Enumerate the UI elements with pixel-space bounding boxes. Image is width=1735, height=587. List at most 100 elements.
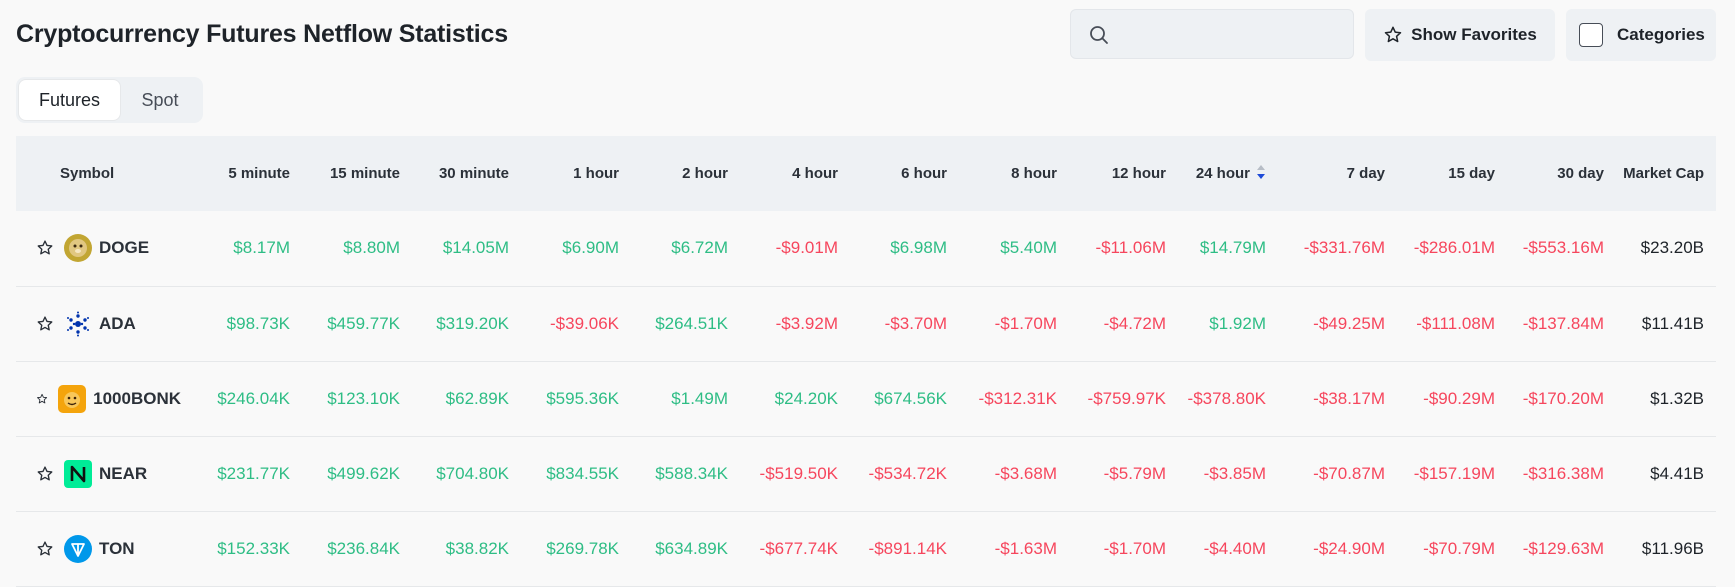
- netflow-value: $6.72M: [671, 238, 728, 258]
- search-input[interactable]: [1070, 9, 1354, 59]
- symbol-cell: TON: [16, 511, 181, 586]
- column-header-1h[interactable]: 1 hour: [573, 165, 619, 182]
- netflow-value: -$1.70M: [1103, 538, 1166, 558]
- netflow-value: $14.79M: [1199, 238, 1266, 258]
- netflow-value: $319.20K: [436, 313, 509, 333]
- column-header-2h[interactable]: 2 hour: [682, 165, 728, 182]
- netflow-value: -$891.14K: [868, 538, 947, 558]
- netflow-value: $236.84K: [327, 538, 400, 558]
- netflow-value: -$312.31K: [978, 388, 1057, 408]
- netflow-value: $588.34K: [655, 463, 728, 483]
- netflow-value: $14.05M: [442, 238, 509, 258]
- show-favorites-label: Show Favorites: [1411, 25, 1537, 44]
- netflow-value: -$3.70M: [884, 313, 947, 333]
- show-favorites-button[interactable]: Show Favorites: [1365, 9, 1555, 61]
- netflow-value: -$111.08M: [1416, 313, 1495, 333]
- netflow-value: $6.90M: [562, 238, 619, 258]
- column-header-30m[interactable]: 30 minute: [438, 165, 509, 182]
- tab-futures[interactable]: Futures: [19, 80, 120, 120]
- netflow-value: $24.20K: [774, 388, 838, 408]
- netflow-value: -$378.80K: [1187, 388, 1266, 408]
- netflow-value: $8.80M: [343, 238, 400, 258]
- favorite-star-icon[interactable]: [36, 239, 54, 257]
- categories-button[interactable]: Categories: [1566, 9, 1716, 61]
- table-row[interactable]: 1000BONK $246.04K $123.10K $62.89K $595.36K $…: [16, 361, 1716, 436]
- netflow-value: -$1.63M: [994, 538, 1057, 558]
- table-header: Symbol 5 minute 15 minute 30 minute 1 ho…: [16, 136, 1716, 211]
- favorite-star-icon[interactable]: [36, 540, 54, 558]
- netflow-value: $634.89K: [655, 538, 728, 558]
- table-row[interactable]: TON $152.33K $236.84K $38.82K $269.78K $634.8…: [16, 511, 1716, 586]
- netflow-value: $98.73K: [226, 313, 290, 333]
- symbol-name[interactable]: NEAR: [99, 463, 148, 483]
- symbol-cell: 1000BONK: [16, 361, 181, 436]
- netflow-value: -$316.38M: [1522, 463, 1604, 483]
- doge-icon: [64, 234, 92, 263]
- netflow-value: -$49.25M: [1313, 313, 1385, 333]
- netflow-value: -$5.79M: [1103, 463, 1166, 483]
- netflow-value: $231.77K: [217, 463, 290, 483]
- netflow-value: -$157.19M: [1413, 463, 1495, 483]
- netflow-value: $6.98M: [890, 238, 947, 258]
- column-header-symbol[interactable]: Symbol: [60, 165, 115, 182]
- symbol-name[interactable]: TON: [99, 538, 135, 558]
- symbol-name[interactable]: ADA: [99, 313, 136, 333]
- table-row[interactable]: ADA $98.73K $459.77K $319.20K -$39.06K $264.5…: [16, 286, 1716, 361]
- column-header-market-cap[interactable]: Market Cap: [1623, 165, 1704, 182]
- netflow-value: -$129.63M: [1522, 538, 1604, 558]
- categories-checkbox[interactable]: [1579, 23, 1603, 47]
- netflow-value: $264.51K: [655, 313, 728, 333]
- netflow-value: -$3.92M: [775, 313, 838, 333]
- netflow-value: $62.89K: [445, 388, 509, 408]
- netflow-value: -$170.20M: [1522, 388, 1604, 408]
- column-header-24h-label: 24 hour: [1195, 164, 1250, 182]
- netflow-value: -$38.17M: [1313, 388, 1385, 408]
- column-header-15d[interactable]: 15 day: [1448, 165, 1495, 182]
- column-header-7d[interactable]: 7 day: [1346, 165, 1385, 182]
- netflow-value: $38.82K: [445, 538, 509, 558]
- column-header-5m[interactable]: 5 minute: [228, 165, 290, 182]
- symbol-name[interactable]: DOGE: [99, 238, 150, 258]
- symbol-name[interactable]: 1000BONK: [93, 388, 181, 408]
- favorite-star-icon[interactable]: [36, 465, 54, 483]
- netflow-value: -$4.72M: [1103, 313, 1166, 333]
- sort-icon[interactable]: [1256, 164, 1266, 180]
- netflow-value: -$90.29M: [1423, 388, 1495, 408]
- netflow-value: -$3.68M: [994, 463, 1057, 483]
- favorite-star-icon[interactable]: [36, 390, 48, 408]
- column-header-12h[interactable]: 12 hour: [1111, 165, 1166, 182]
- netflow-value: $595.36K: [546, 388, 619, 408]
- column-header-30d[interactable]: 30 day: [1557, 165, 1604, 182]
- netflow-value: $459.77K: [327, 313, 400, 333]
- tab-spot[interactable]: Spot: [141, 89, 179, 110]
- netflow-value: $152.33K: [217, 538, 290, 558]
- netflow-value: -$137.84M: [1522, 313, 1604, 333]
- cardano-icon: [64, 310, 92, 338]
- column-header-8h[interactable]: 8 hour: [1011, 165, 1057, 182]
- market-cap-value: $23.20B: [1640, 238, 1704, 258]
- netflow-value: -$331.76M: [1303, 238, 1385, 258]
- netflow-value: $834.55K: [546, 463, 619, 483]
- column-header-6h[interactable]: 6 hour: [901, 165, 947, 182]
- symbol-cell: ADA: [16, 286, 181, 361]
- netflow-value: $704.80K: [436, 463, 509, 483]
- netflow-value: -$286.01M: [1413, 238, 1495, 258]
- column-header-15m[interactable]: 15 minute: [329, 165, 400, 182]
- netflow-value: $5.40M: [1000, 238, 1057, 258]
- column-header-4h[interactable]: 4 hour: [792, 165, 838, 182]
- star-icon: [1384, 26, 1402, 43]
- netflow-value: -$70.79M: [1423, 538, 1495, 558]
- netflow-value: $499.62K: [327, 463, 400, 483]
- ton-icon: [64, 534, 92, 563]
- netflow-value: -$9.01M: [775, 238, 838, 258]
- netflow-value: $8.17M: [233, 238, 290, 258]
- netflow-value: $1.92M: [1209, 313, 1266, 333]
- column-header-24h[interactable]: 24 hour: [1166, 136, 1276, 211]
- favorite-star-icon[interactable]: [36, 315, 54, 333]
- table-row[interactable]: NEAR $231.77K $499.62K $704.80K $834.55K $588…: [16, 436, 1716, 511]
- netflow-value: -$534.72K: [868, 463, 947, 483]
- table-row[interactable]: DOGE $8.17M $8.80M $14.05M $6.90M $6.72M -$9.0…: [16, 211, 1716, 286]
- netflow-value: $1.49M: [671, 388, 728, 408]
- market-cap-value: $11.96B: [1641, 538, 1704, 558]
- netflow-value: $246.04K: [217, 388, 290, 408]
